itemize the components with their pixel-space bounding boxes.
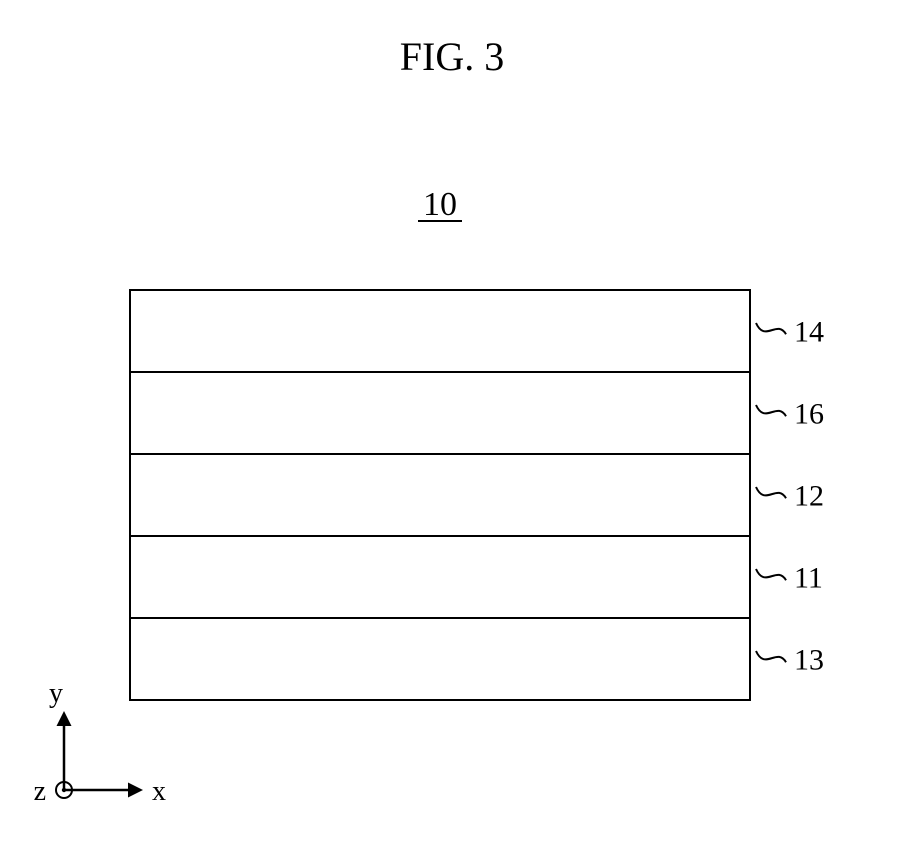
layer-lead bbox=[756, 569, 786, 580]
axis-x-label: x bbox=[152, 776, 166, 807]
layer-rect bbox=[130, 372, 750, 454]
assembly-label: 10 bbox=[418, 186, 462, 223]
layer-label: 13 bbox=[794, 644, 824, 677]
layer-label: 14 bbox=[794, 316, 824, 349]
layer-lead bbox=[756, 651, 786, 662]
figure-canvas: FIG. 3 10 14 16 12 11 13 x y z bbox=[0, 0, 904, 851]
layer-rect bbox=[130, 536, 750, 618]
layer-rect bbox=[130, 454, 750, 536]
axis-z-label: z bbox=[34, 776, 46, 807]
layer-rect bbox=[130, 618, 750, 700]
axis-y-label: y bbox=[49, 678, 63, 709]
layer-label: 12 bbox=[794, 480, 824, 513]
layer-rect bbox=[130, 290, 750, 372]
layer-lead bbox=[756, 487, 786, 498]
layer-lead bbox=[756, 405, 786, 416]
figure-title: FIG. 3 bbox=[400, 34, 504, 79]
layer-label: 16 bbox=[794, 398, 824, 431]
layer-label: 11 bbox=[794, 562, 823, 595]
assembly-label-text: 10 bbox=[423, 186, 457, 223]
axis-z-dot bbox=[62, 788, 66, 792]
layer-stack: 14 16 12 11 13 bbox=[130, 290, 824, 700]
layer-lead bbox=[756, 323, 786, 334]
